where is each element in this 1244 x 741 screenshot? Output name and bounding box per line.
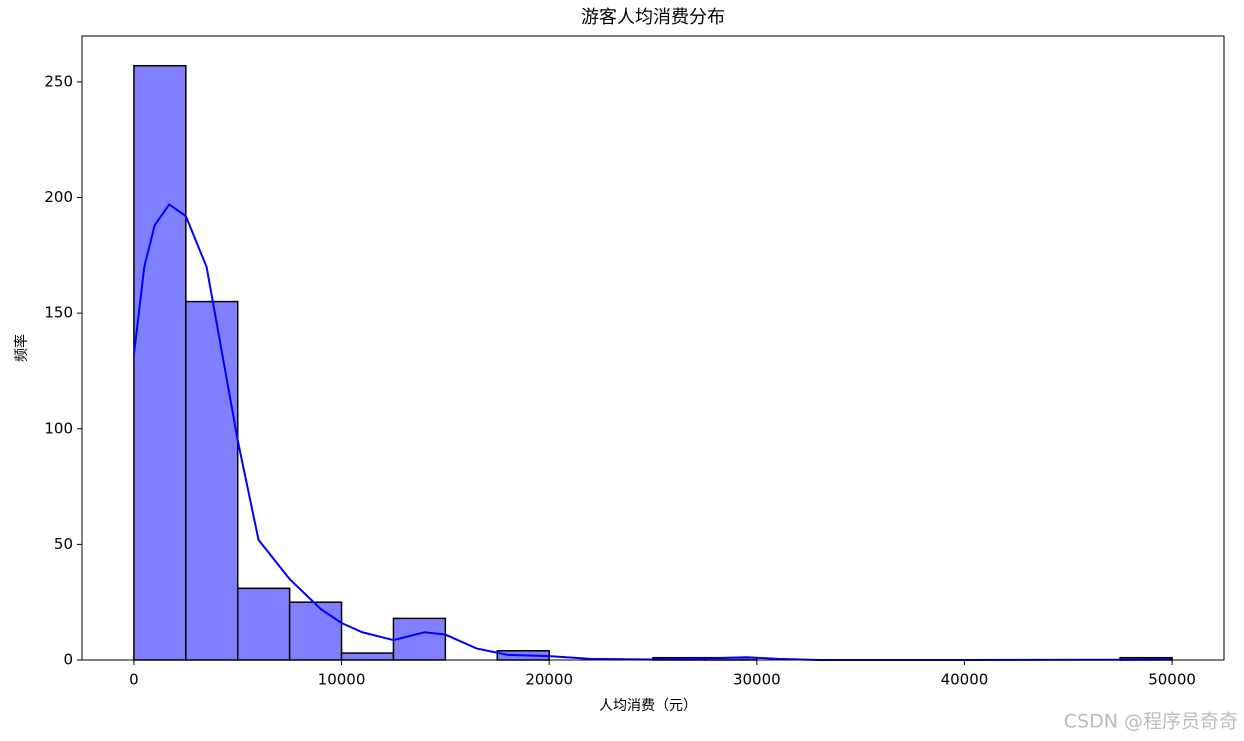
bar [236, 587, 291, 661]
bar [133, 64, 187, 661]
bar [288, 601, 343, 661]
x-tick-label: 40000 [941, 671, 989, 689]
y-tick-label: 100 [44, 419, 73, 437]
bar [340, 652, 395, 661]
bar [185, 300, 239, 661]
y-axis-label: 频率 [13, 334, 30, 362]
x-tick-label: 10000 [318, 671, 366, 689]
x-axis-label: 人均消费（元） [599, 698, 697, 714]
x-tick-label: 30000 [733, 671, 781, 689]
kde-line [132, 203, 1173, 661]
watermark: CSDN @程序员奇奇 [1064, 711, 1238, 733]
x-tick-label: 20000 [525, 671, 573, 689]
bar [392, 617, 447, 661]
x-tick-label: 50000 [1148, 671, 1196, 689]
y-tick-label: 250 [44, 72, 73, 90]
y-tick-label: 150 [44, 304, 73, 322]
x-tick-label: 0 [129, 671, 139, 689]
plot-frame [81, 35, 1225, 661]
y-tick-label: 200 [44, 188, 73, 206]
chart-title: 游客人均消费分布 [581, 7, 725, 28]
y-tick-label: 0 [63, 651, 73, 669]
y-tick-label: 50 [54, 535, 73, 553]
